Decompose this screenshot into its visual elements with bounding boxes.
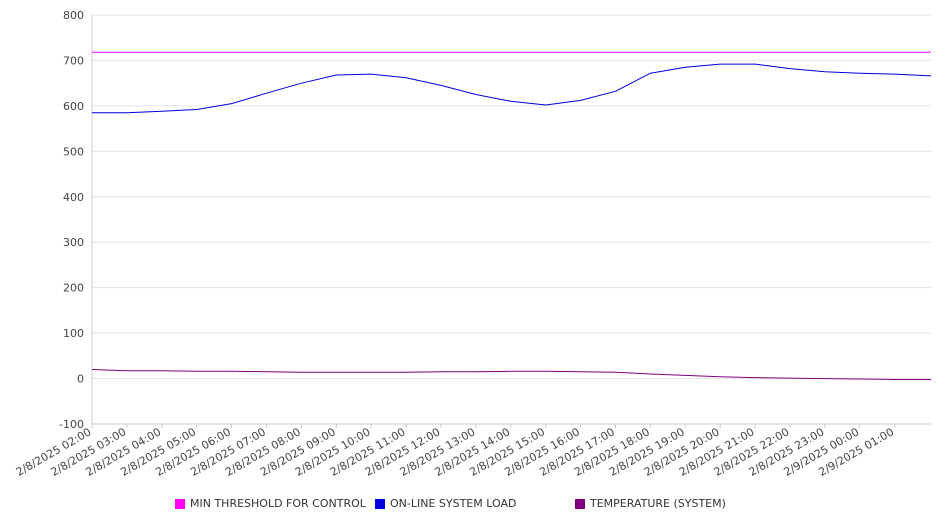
y-tick-label: 500	[63, 145, 84, 158]
x-tick-labels: 2/8/2025 02:002/8/2025 03:002/8/2025 04:…	[14, 425, 896, 479]
legend-label-min-threshold: MIN THRESHOLD FOR CONTROL	[190, 497, 366, 510]
y-tick-label: 300	[63, 236, 84, 249]
y-tick-label: 0	[77, 373, 84, 386]
legend-label-system-load: ON-LINE SYSTEM LOAD	[390, 497, 517, 510]
axes	[91, 15, 931, 428]
y-tick-label: 800	[63, 9, 84, 22]
legend-swatch-system-load	[375, 498, 385, 509]
legend-item-min-threshold: MIN THRESHOLD FOR CONTROL	[175, 497, 366, 510]
legend-label-temperature: TEMPERATURE (SYSTEM)	[590, 497, 726, 510]
y-tick-label: 700	[63, 54, 84, 67]
series-lines	[91, 51, 932, 380]
legend-item-temperature: TEMPERATURE (SYSTEM)	[575, 497, 726, 510]
y-tick-labels: 800 700 600 500 400 300 200 100 0 -100	[59, 9, 84, 431]
y-tick-label: 600	[63, 100, 84, 113]
series-line-1	[92, 63, 932, 114]
y-tick-label: 200	[63, 282, 84, 295]
legend: MIN THRESHOLD FOR CONTROL ON-LINE SYSTEM…	[0, 497, 946, 517]
grid-lines	[92, 14, 931, 425]
series-line-2	[91, 369, 931, 380]
y-tick-label: -100	[59, 418, 84, 431]
legend-swatch-temperature	[575, 498, 585, 509]
y-tick-label: 400	[63, 191, 84, 204]
y-tick-label: 100	[63, 327, 84, 340]
legend-item-system-load: ON-LINE SYSTEM LOAD	[375, 497, 516, 510]
legend-swatch-min-threshold	[175, 498, 185, 509]
